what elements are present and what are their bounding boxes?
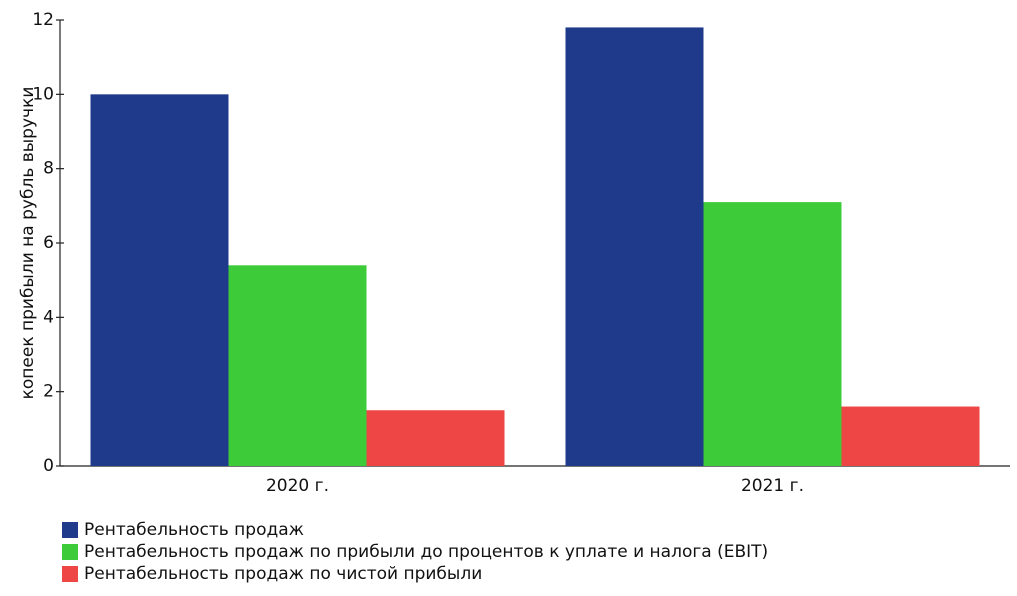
y-tick-label: 6	[43, 233, 54, 253]
bar	[90, 94, 229, 466]
legend-label: Рентабельность продаж по чистой прибыли	[84, 564, 482, 584]
y-tick-label: 12	[32, 10, 54, 30]
y-tick-label: 2	[43, 382, 54, 402]
bar	[703, 202, 842, 466]
legend-swatch	[62, 544, 78, 560]
x-tick-label: 2020 г.	[266, 476, 329, 496]
legend-swatch	[62, 566, 78, 582]
y-tick-label: 10	[32, 84, 54, 104]
bar	[565, 27, 704, 467]
legend-label: Рентабельность продаж	[84, 520, 304, 540]
y-axis-label: копеек прибыли на рубль выручки	[18, 87, 38, 400]
y-tick-label: 0	[43, 456, 54, 476]
bar	[841, 406, 980, 466]
bar	[366, 410, 505, 466]
bar	[228, 265, 367, 466]
legend-swatch	[62, 522, 78, 538]
legend-label: Рентабельность продаж по прибыли до проц…	[84, 542, 768, 562]
y-tick-label: 8	[43, 159, 54, 179]
x-tick-label: 2021 г.	[741, 476, 804, 496]
y-tick-label: 4	[43, 307, 54, 327]
